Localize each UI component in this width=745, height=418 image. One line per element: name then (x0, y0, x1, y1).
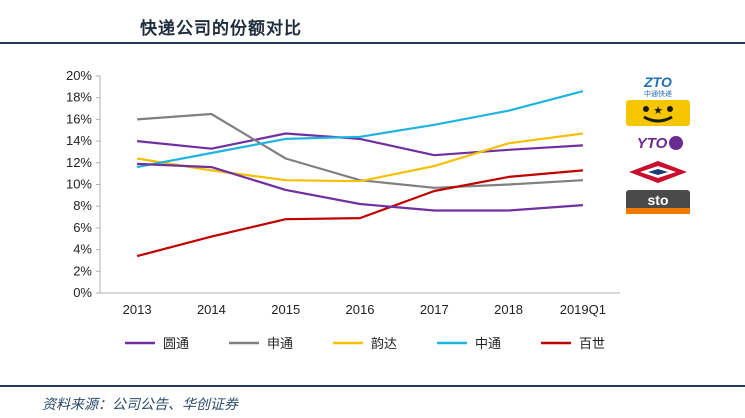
series-line-3 (136, 90, 584, 169)
yto-logo: YTO (626, 132, 690, 154)
y-tick-labels: 0% 2% 4% 6% 8% 10% 12% 14% 16% 18% 20% (66, 68, 92, 300)
series-line-4 (136, 169, 583, 258)
zto-logo: ZTO 中通快递 (626, 74, 690, 98)
yunda-star-icon: ★ (653, 104, 663, 117)
series-line-5 (137, 162, 583, 212)
y-tick-label: 20% (66, 68, 92, 83)
x-tick-label: 2017 (420, 302, 449, 317)
y-tick-label: 14% (66, 133, 92, 148)
legend-label: 韵达 (371, 337, 397, 352)
y-tick-label: 8% (73, 198, 92, 213)
y-tick-label: 12% (66, 155, 92, 170)
legend-label: 圆通 (163, 337, 189, 352)
x-tick-label: 2015 (271, 302, 300, 317)
legend-label: 百世 (579, 337, 605, 352)
y-tick-label: 6% (73, 220, 92, 235)
chart-axes (96, 75, 620, 294)
sto-logo: sto (626, 190, 690, 214)
top-divider (0, 42, 745, 44)
y-tick-label: 16% (66, 111, 92, 126)
chart-legend: 圆通 申通 韵达 中通 百世 (125, 337, 605, 352)
legend-label: 申通 (267, 337, 293, 352)
source-note: 资料来源：公司公告、华创证券 (42, 397, 238, 413)
y-tick-label: 10% (66, 177, 92, 192)
line-chart: 0%2%4%6%8%10%12%14%16%18%20% 2013 2014 201… (66, 68, 620, 352)
x-tick-label: 2014 (197, 302, 226, 317)
zto-logo-text: ZTO (643, 74, 672, 90)
y-tick-label: 18% (66, 90, 92, 105)
sto-logo-text: sto (648, 192, 669, 208)
page-title: 快递公司的份额对比 (140, 19, 302, 39)
x-tick-label: 2019Q1 (560, 302, 606, 317)
series-lines (136, 90, 584, 258)
x-tick-labels: 2013 2014 2015 2016 2017 2018 2019Q1 (123, 302, 606, 317)
bestexpress-logo (626, 160, 690, 184)
x-tick-label: 2016 (346, 302, 375, 317)
bottom-divider (0, 385, 745, 387)
y-tick-label: 2% (73, 263, 92, 278)
x-tick-label: 2013 (123, 302, 152, 317)
x-tick-label: 2018 (494, 302, 523, 317)
y-tick-label: 4% (73, 242, 92, 257)
legend-label: 中通 (475, 337, 501, 352)
yto-logo-text: YTO (637, 135, 668, 152)
series-line-0 (136, 132, 583, 157)
series-line-2 (136, 132, 584, 183)
y-tick-label: 0% (73, 285, 92, 300)
zto-logo-subtext: 中通快递 (644, 89, 672, 98)
yunda-logo: ★ (626, 100, 690, 126)
